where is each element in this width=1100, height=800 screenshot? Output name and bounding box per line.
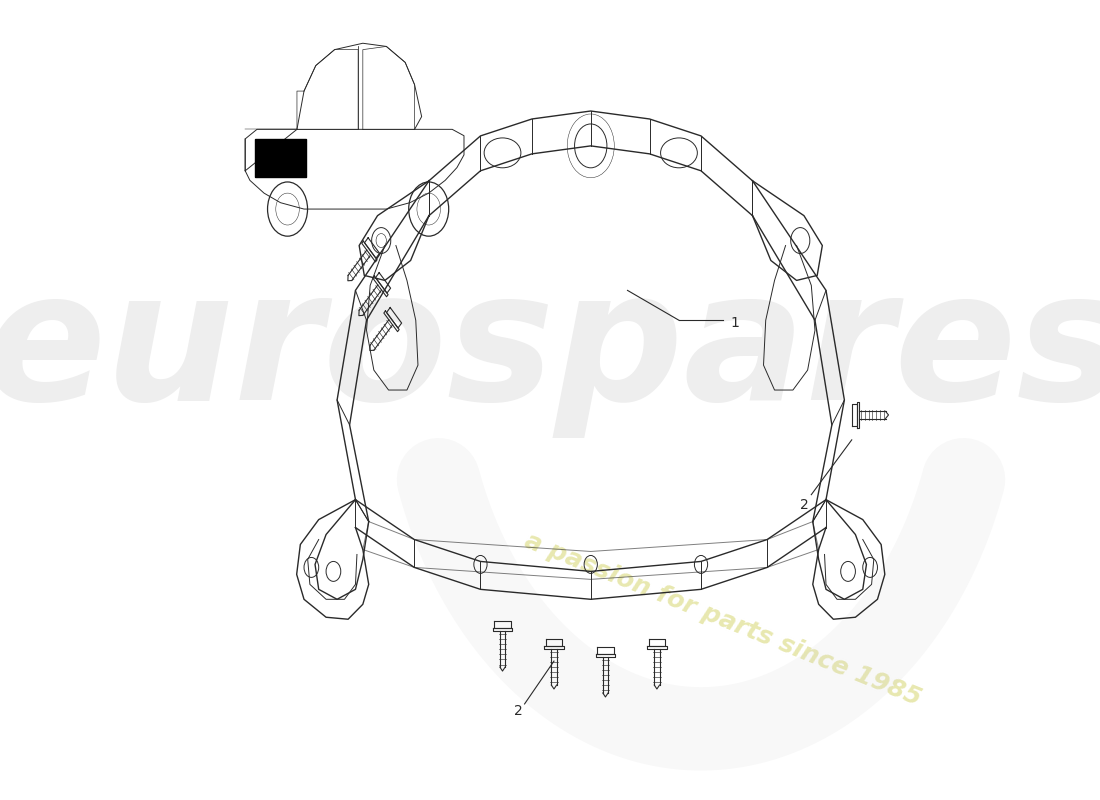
Text: 2: 2 [801, 498, 808, 512]
Text: a passion for parts since 1985: a passion for parts since 1985 [521, 528, 925, 710]
Text: eurospares: eurospares [0, 262, 1100, 438]
Text: 2: 2 [514, 704, 522, 718]
Text: 1: 1 [730, 316, 739, 330]
Polygon shape [254, 139, 307, 177]
